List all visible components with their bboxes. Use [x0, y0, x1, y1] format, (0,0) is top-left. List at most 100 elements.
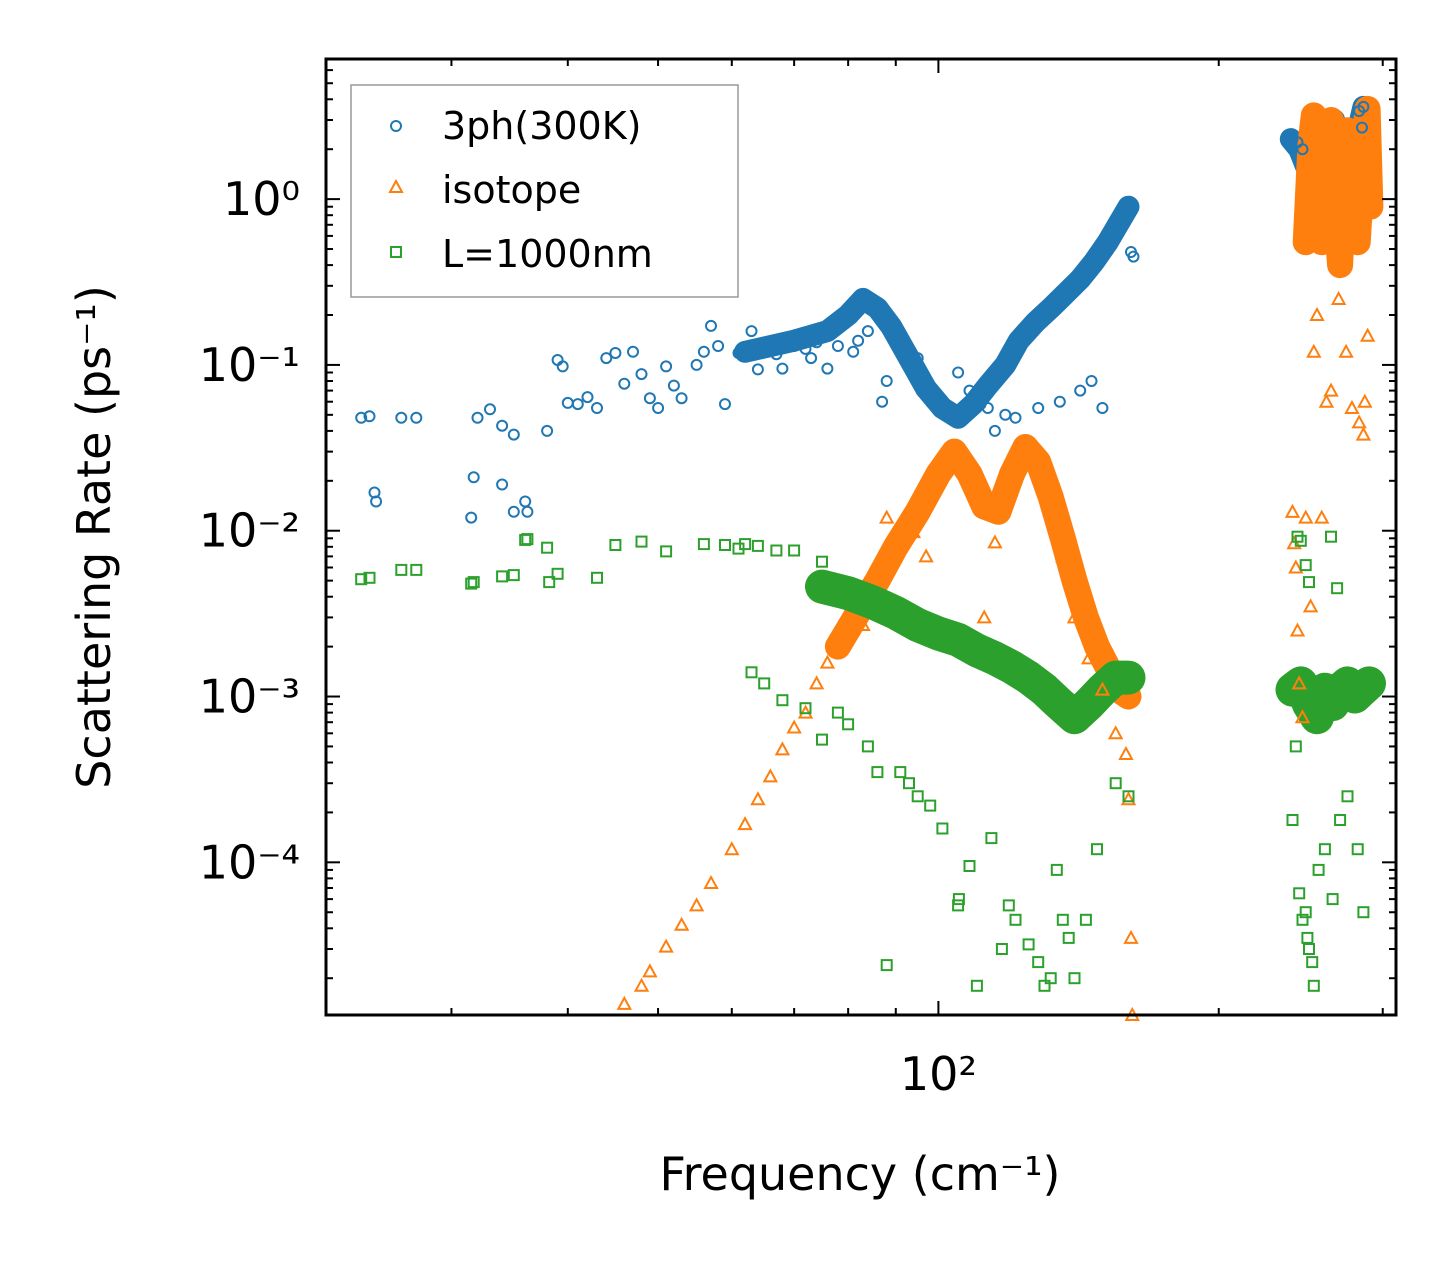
dense-band-2 [805, 569, 1146, 735]
point-isotope [724, 841, 740, 856]
point-boundary [1022, 938, 1035, 951]
point-boundary [816, 733, 828, 746]
x-tick-label: 10² [900, 1047, 977, 1101]
point-isotope [1338, 343, 1354, 358]
point-boundary [1286, 814, 1299, 826]
point-isotope [1011, 438, 1027, 453]
point-3ph [847, 345, 860, 358]
point-boundary [799, 702, 812, 715]
point-isotope [1357, 393, 1373, 408]
point-boundary [1009, 913, 1022, 926]
point-boundary [871, 766, 884, 779]
legend-box [350, 84, 739, 298]
point-boundary [1325, 530, 1337, 543]
point-isotope [688, 897, 705, 912]
point-isotope [1291, 675, 1307, 690]
point-boundary [970, 979, 983, 992]
point-boundary [1002, 899, 1015, 912]
data-points [355, 100, 1376, 1021]
point-3ph [465, 511, 478, 524]
point-boundary [507, 569, 520, 582]
legend-marker-boundary [390, 246, 402, 258]
point-3ph [837, 316, 850, 329]
point-3ph [999, 408, 1012, 421]
point-boundary [963, 860, 976, 872]
point-boundary [395, 563, 408, 576]
y-tick-label: 10⁻³ [199, 670, 300, 724]
point-3ph [556, 360, 569, 373]
point-3ph [675, 392, 688, 405]
point-isotope [797, 704, 814, 719]
point-boundary [745, 666, 758, 679]
point-boundary [911, 790, 924, 803]
point-3ph [880, 375, 893, 387]
point-isotope [750, 791, 766, 806]
point-isotope [1289, 622, 1306, 637]
point-boundary [861, 740, 874, 753]
point-boundary [635, 535, 648, 548]
point-boundary [1318, 843, 1331, 856]
legend-marker-3ph [390, 120, 402, 132]
point-isotope [1323, 382, 1339, 397]
legend-marker-isotope [388, 178, 404, 193]
point-boundary [1357, 906, 1370, 919]
point-isotope [987, 534, 1003, 549]
point-boundary [1312, 863, 1325, 876]
point-3ph [1356, 121, 1368, 134]
point-boundary [1331, 582, 1344, 595]
point-3ph [852, 334, 865, 347]
x-axis-title: Frequency (cm⁻¹) [660, 1147, 1061, 1201]
dense-band-1 [1292, 95, 1384, 279]
point-boundary [719, 539, 731, 551]
point-3ph [496, 478, 509, 491]
point-isotope [1355, 426, 1372, 441]
point-isotope [774, 741, 791, 756]
point-3ph [952, 366, 965, 379]
point-3ph [507, 505, 520, 518]
point-boundary [1109, 777, 1122, 790]
point-3ph [745, 325, 758, 338]
point-boundary [880, 959, 893, 972]
point-isotope [997, 480, 1014, 495]
legend-label-3ph: 3ph(300K) [442, 104, 641, 148]
point-boundary [1307, 979, 1320, 992]
point-3ph [561, 396, 574, 409]
point-boundary [1079, 913, 1092, 926]
point-3ph [1074, 384, 1087, 397]
point-3ph [705, 319, 717, 332]
point-boundary [1326, 893, 1339, 906]
point-3ph [911, 352, 924, 365]
y-tick-label: 10⁰ [223, 172, 300, 226]
point-isotope [1118, 745, 1134, 761]
point-isotope [633, 977, 650, 992]
point-boundary [770, 544, 783, 557]
point-3ph [484, 403, 496, 416]
point-isotope [1314, 509, 1330, 524]
point-isotope [1344, 399, 1360, 414]
point-3ph [1127, 250, 1140, 263]
point-3ph [690, 358, 703, 371]
point-3ph [496, 419, 509, 432]
point-3ph [591, 402, 603, 414]
point-isotope [918, 548, 934, 563]
point-isotope [673, 916, 690, 931]
point-boundary [1351, 843, 1364, 856]
point-boundary [758, 677, 771, 690]
point-isotope [1284, 503, 1301, 518]
point-boundary [543, 576, 556, 589]
point-3ph [788, 340, 801, 352]
point-3ph [732, 347, 745, 359]
point-3ph [1296, 143, 1309, 156]
point-3ph [652, 402, 665, 414]
point-boundary [697, 538, 710, 551]
point-3ph [410, 411, 423, 424]
point-boundary [739, 538, 752, 551]
point-boundary [1299, 559, 1312, 572]
point-isotope [976, 609, 992, 624]
y-tick-label: 10⁻⁴ [199, 835, 300, 889]
point-isotope [1066, 609, 1083, 624]
legend-label-boundary: L=1000nm [442, 232, 653, 276]
point-boundary [467, 576, 480, 589]
point-boundary [496, 570, 509, 583]
